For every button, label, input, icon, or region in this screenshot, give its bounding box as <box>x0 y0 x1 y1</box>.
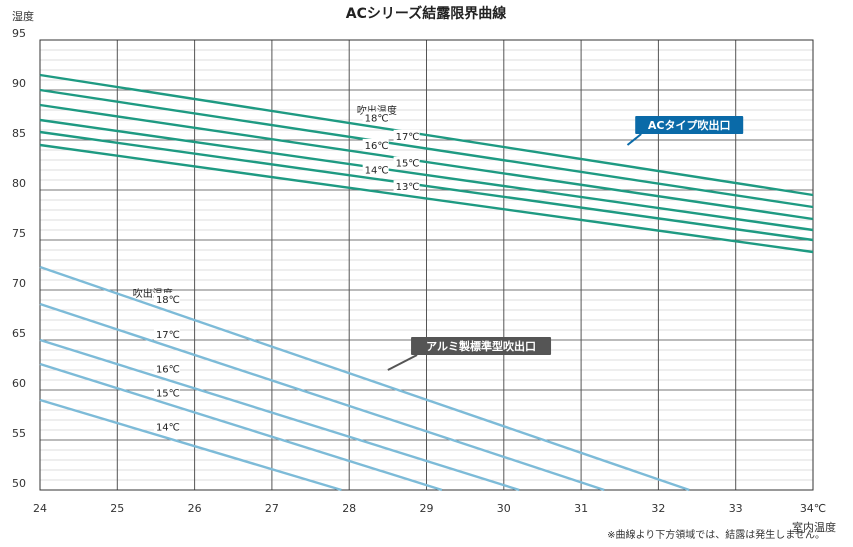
series-line <box>39 338 520 492</box>
series-label: 18℃ <box>156 295 180 306</box>
series-line <box>39 103 814 221</box>
y-tick-label: 50 <box>12 477 26 490</box>
series-lines <box>39 73 814 492</box>
aluminum-callout-label: アルミ製標準型吹出口 <box>426 339 536 353</box>
y-tick-label: 65 <box>12 327 26 340</box>
x-tick-label: 28 <box>342 502 356 515</box>
y-tick-label: 95 <box>12 27 26 40</box>
y-tick-label: 90 <box>12 77 26 90</box>
series-label: 17℃ <box>156 330 180 341</box>
y-tick-label: 60 <box>12 377 26 390</box>
ac-callout-label: ACタイプ吹出口 <box>648 118 731 132</box>
series-label: 14℃ <box>156 423 180 434</box>
series-line <box>39 88 814 209</box>
series-label-bg <box>153 362 180 375</box>
footnote: ※曲線より下方領域では、結露は発生しません。 <box>607 530 825 541</box>
series-label-bg <box>153 386 180 399</box>
x-tick-label: 29 <box>420 502 434 515</box>
series-line <box>39 130 814 242</box>
series-label-bg <box>153 292 180 305</box>
series-line <box>39 118 814 232</box>
x-tick-label: 33 <box>729 502 743 515</box>
x-tick-label: 34℃ <box>800 502 826 515</box>
series-label-bg <box>362 163 389 176</box>
x-tick-label: 30 <box>497 502 511 515</box>
series-line <box>39 73 814 197</box>
tick-labels: 24 25 26 27 28 29 30 31 32 33 34℃ 95 90 85 80 75 70 65 60 5… <box>12 27 826 515</box>
ac-callout-pointer <box>626 133 642 146</box>
series-line <box>39 398 342 492</box>
x-tick-label: 24 <box>33 502 47 515</box>
series-label: 18℃ <box>365 113 389 124</box>
series-label-bg <box>393 156 420 169</box>
series-label-bg <box>362 138 389 151</box>
series-line <box>39 265 690 492</box>
x-tick-label: 31 <box>574 502 588 515</box>
x-tick-label: 26 <box>188 502 202 515</box>
y-tick-label: 85 <box>12 127 26 140</box>
series-label: 15℃ <box>396 159 420 170</box>
x-tick-label: 27 <box>265 502 279 515</box>
series-label-bg <box>393 129 420 142</box>
series-label: 15℃ <box>156 388 180 399</box>
chart-title: ACシリーズ結露限界曲線 <box>346 5 506 22</box>
plot-frame <box>39 39 814 491</box>
aluminum-callout-box <box>411 337 552 355</box>
aluminum-callout-pointer <box>387 354 418 371</box>
y-tick-label: 80 <box>12 177 26 190</box>
x-tick-label: 32 <box>651 502 665 515</box>
series-label-bg <box>362 111 389 124</box>
y-tick-label: 55 <box>12 427 26 440</box>
series-label: 17℃ <box>396 132 420 143</box>
series-label: 14℃ <box>365 165 389 176</box>
series-line <box>39 302 605 492</box>
series-label: 13℃ <box>396 182 420 193</box>
series-line <box>39 362 443 492</box>
y-tick-label: 70 <box>12 277 26 290</box>
y-axis-label: 湿度 <box>12 9 34 23</box>
series-label: 16℃ <box>156 364 180 375</box>
x-axis-label: 室内温度 <box>792 520 836 534</box>
y-tick-label: 75 <box>12 227 26 240</box>
annotations: 吹出温度18℃17℃16℃15℃14℃13℃吹出温度18℃17℃16℃15℃14… <box>133 104 744 434</box>
series-label-bg <box>153 328 180 341</box>
ac-callout-box <box>635 116 744 134</box>
series-line <box>39 143 814 254</box>
x-tick-label: 25 <box>110 502 124 515</box>
series-label-bg <box>393 180 420 193</box>
series-label: 16℃ <box>365 141 389 152</box>
series-label-bg <box>153 420 180 433</box>
